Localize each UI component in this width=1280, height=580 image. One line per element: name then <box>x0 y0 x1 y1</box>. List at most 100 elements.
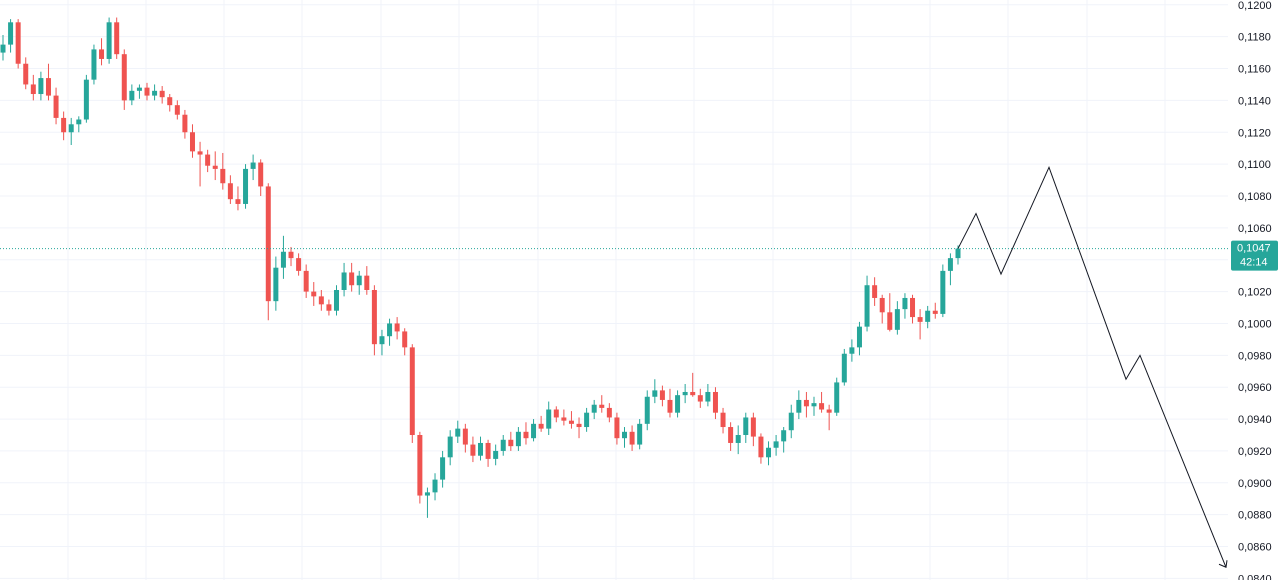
candle-down <box>311 291 317 297</box>
candle-down <box>538 423 544 429</box>
candle-up <box>682 391 688 396</box>
candle-down <box>720 412 726 428</box>
y-tick-label: 0,1200 <box>1238 0 1272 12</box>
candle-down <box>144 87 150 96</box>
candle-down <box>879 297 885 313</box>
candle-down <box>462 428 468 445</box>
candle-down <box>712 391 718 413</box>
candle-down <box>599 404 605 408</box>
candle-down <box>258 162 264 187</box>
candle-up <box>743 417 749 435</box>
candle-up <box>493 450 499 459</box>
candle-up <box>947 258 953 271</box>
candle-down <box>485 442 491 459</box>
candle-down <box>417 435 423 496</box>
candle-up <box>0 44 6 53</box>
candle-down <box>667 399 673 413</box>
candle-up <box>796 399 802 413</box>
candle-down <box>917 317 923 322</box>
candle-up <box>333 290 339 311</box>
candle-down <box>174 105 180 115</box>
candle-up <box>849 347 855 354</box>
y-tick-label: 0,1020 <box>1238 287 1272 299</box>
candle-down <box>205 154 211 166</box>
candle-down <box>296 258 302 271</box>
candle-down <box>364 275 370 290</box>
candle-up <box>356 275 362 286</box>
candle-down <box>402 331 408 348</box>
arrow-icon <box>1218 560 1228 568</box>
y-tick-label: 0,0840 <box>1238 573 1272 580</box>
candle-up <box>273 267 279 302</box>
candle-down <box>629 431 635 445</box>
candle-up <box>341 272 347 290</box>
candle-up <box>856 326 862 348</box>
y-tick-label: 0,1080 <box>1238 191 1272 203</box>
price-axis[interactable]: 0,1200 0,1180 0,1160 0,1140 0,1120 0,1100 0,10… <box>1238 0 1272 580</box>
candle-down <box>53 95 59 118</box>
candle-down <box>371 290 377 345</box>
candle-up <box>902 297 908 310</box>
bar-countdown: 42:14 <box>1240 257 1268 269</box>
candle-up <box>387 323 393 337</box>
candle-down <box>121 54 127 101</box>
candle-up <box>584 412 590 428</box>
candle-down <box>409 347 415 435</box>
candle-down <box>758 436 764 458</box>
candle-up <box>379 336 385 345</box>
candle-up <box>591 404 597 413</box>
candle-down <box>819 403 825 410</box>
candle-down <box>659 390 665 400</box>
candle-up <box>705 391 711 402</box>
candle-down <box>220 168 226 184</box>
candle-down <box>265 186 271 302</box>
candle-down <box>30 84 36 95</box>
candle-up <box>250 162 256 169</box>
candle-down <box>235 199 241 204</box>
candle-down <box>318 296 324 305</box>
current-price-tag: 0,1047 42:14 <box>1231 240 1278 271</box>
candle-up <box>735 435 741 443</box>
y-tick-label: 0,0880 <box>1238 510 1272 522</box>
candle-up <box>280 251 286 268</box>
candle-down <box>932 310 938 314</box>
candle-up <box>864 285 870 327</box>
candle-down <box>606 407 612 418</box>
candle-down <box>576 423 582 428</box>
candle-down <box>227 183 233 200</box>
current-price-tag-background <box>1231 240 1278 271</box>
candle-down <box>553 409 559 418</box>
candle-up <box>955 248 961 259</box>
y-tick-label: 0,0860 <box>1238 542 1272 554</box>
candle-down <box>728 427 734 443</box>
candle-down <box>189 132 195 152</box>
candle-up <box>76 119 82 125</box>
candle-down <box>114 22 120 55</box>
candle-up <box>940 270 946 314</box>
candle-down <box>614 417 620 439</box>
candle-up <box>925 310 931 322</box>
candle-down <box>826 409 832 413</box>
y-tick-label: 0,0900 <box>1238 478 1272 490</box>
candle-down <box>697 395 703 402</box>
candle-up <box>432 479 438 493</box>
candle-down <box>99 49 105 59</box>
candle-up <box>637 423 643 445</box>
candle-down <box>288 251 294 259</box>
candle-down <box>159 90 165 98</box>
y-tick-label: 0,1060 <box>1238 223 1272 235</box>
y-tick-label: 0,0960 <box>1238 382 1272 394</box>
candle-up <box>152 90 158 96</box>
candle-up <box>38 78 44 95</box>
candle-down <box>750 417 756 437</box>
candle-up <box>652 390 658 397</box>
candle-down <box>15 22 21 64</box>
candle-down <box>394 323 400 332</box>
y-tick-label: 0,0940 <box>1238 414 1272 426</box>
candle-up <box>515 431 521 447</box>
candle-up <box>455 428 461 437</box>
candle-down <box>23 63 29 85</box>
candle-up <box>675 395 681 413</box>
candle-up <box>243 168 249 204</box>
